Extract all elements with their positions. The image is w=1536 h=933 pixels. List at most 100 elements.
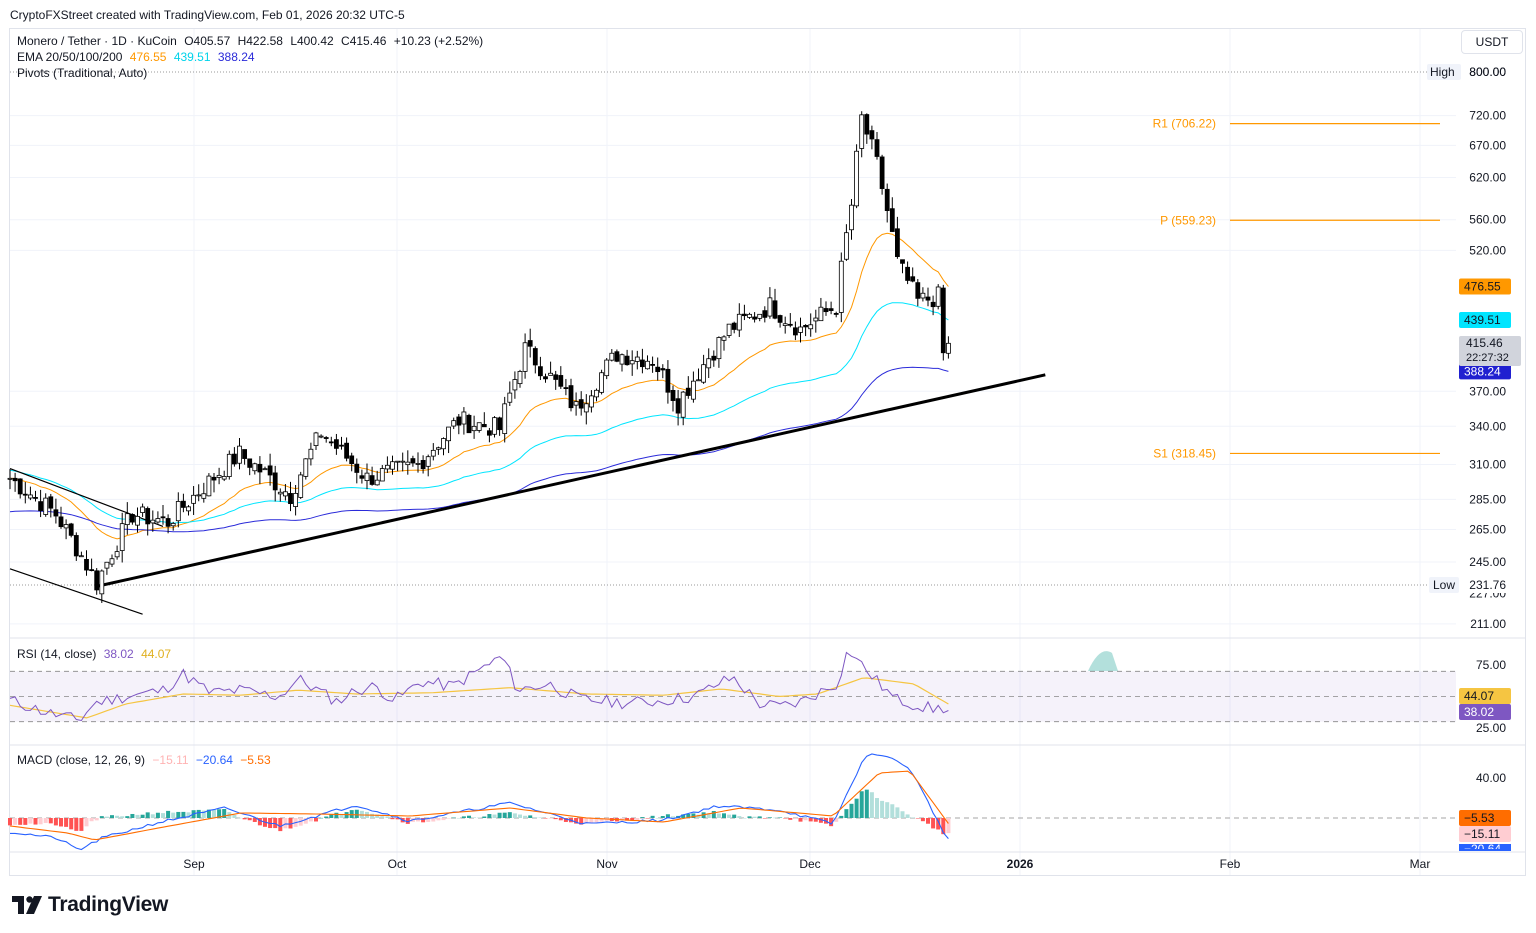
candle-body	[940, 287, 946, 354]
macd-histogram-bar	[125, 816, 130, 818]
macd-signal-value: −5.53	[240, 753, 271, 767]
macd-label[interactable]: MACD (close, 12, 26, 9)	[17, 753, 146, 767]
candle-body	[323, 437, 329, 439]
candle-body	[221, 476, 227, 480]
candle-body	[476, 422, 482, 431]
rsi-ma-badge-bg	[1459, 688, 1511, 704]
macd-histogram-bar	[727, 814, 732, 818]
macd-histogram-bar	[166, 810, 171, 818]
candle-body	[170, 523, 176, 527]
rsi-legend[interactable]: RSI (14, close) 38.02 44.07	[17, 647, 175, 661]
candle-body	[900, 259, 905, 264]
macd-histogram-bar	[43, 818, 48, 823]
macd-line-badge: −20.64	[1464, 842, 1501, 856]
macd-histogram-bar	[757, 816, 762, 818]
macd-histogram-bar	[630, 818, 635, 821]
candle-body	[354, 463, 360, 473]
candle-body	[231, 453, 237, 465]
pivots-label[interactable]: Pivots (Traditional, Auto)	[17, 66, 148, 80]
rsi-label[interactable]: RSI (14, close)	[17, 647, 97, 661]
macd-histogram-bar	[354, 809, 359, 818]
price-tick-label: 340.00	[1469, 419, 1506, 433]
candle-body	[527, 340, 533, 347]
macd-histogram-bar	[416, 818, 420, 822]
macd-histogram-bar	[543, 818, 548, 819]
macd-histogram-bar	[48, 818, 53, 824]
candle-body	[466, 414, 472, 434]
macd-histogram-bar	[711, 811, 716, 818]
candle-body	[905, 266, 910, 281]
macd-histogram-bar	[864, 789, 869, 818]
candle-body	[619, 354, 625, 365]
candle-body	[339, 444, 344, 447]
candle-body	[864, 114, 870, 135]
candle-body	[711, 355, 717, 361]
ema-legend[interactable]: EMA 20/50/100/200 476.55 439.51 388.24	[17, 50, 259, 64]
ohlc-high: H422.58	[237, 34, 283, 48]
macd-histogram-bar	[594, 818, 599, 823]
macd-histogram-bar	[808, 818, 813, 822]
macd-histogram-bar	[33, 818, 38, 825]
macd-histogram-bar	[640, 817, 645, 818]
last-price-badge: 415.46	[1466, 336, 1503, 350]
macd-histogram-bar	[110, 815, 114, 818]
macd-histogram-bar	[620, 818, 624, 820]
macd-histogram-bar	[94, 818, 99, 821]
rsi-tick-label: 75.00	[1476, 658, 1506, 672]
tradingview-logo[interactable]: TradingView	[12, 893, 168, 917]
candle-body	[415, 463, 421, 465]
low-label: Low	[1433, 578, 1455, 592]
candle-body	[73, 535, 79, 557]
macd-histogram-bar	[339, 813, 344, 818]
price-tick-label: 265.00	[1469, 523, 1506, 537]
pivots-legend[interactable]: Pivots (Traditional, Auto)	[17, 66, 151, 80]
candle-body	[43, 497, 49, 515]
symbol-title[interactable]: Monero / Tether · 1D · KuCoin	[17, 34, 177, 48]
candle-body	[624, 355, 630, 366]
macd-histogram-bar	[553, 818, 558, 820]
macd-histogram-bar	[655, 817, 660, 819]
macd-histogram-bar	[915, 818, 920, 819]
macd-histogram-bar	[461, 816, 466, 818]
candle-body	[497, 417, 503, 431]
candle-body	[155, 518, 161, 523]
candle-body	[787, 323, 793, 326]
macd-histogram-bar	[563, 818, 568, 822]
macd-histogram-bar	[548, 818, 553, 819]
candle-body	[441, 438, 446, 450]
candle-body	[165, 518, 171, 527]
macd-histogram-bar	[283, 818, 288, 829]
ema20-badge-bg	[1459, 278, 1511, 295]
macd-histogram-bar	[869, 792, 874, 818]
candle-body	[818, 306, 824, 322]
candle-body	[813, 317, 819, 322]
currency-button[interactable]: USDT	[1461, 30, 1523, 54]
macd-histogram-bar	[905, 814, 910, 818]
ema20-value: 476.55	[129, 50, 167, 64]
macd-histogram-bar	[528, 815, 533, 818]
macd-histogram-bar	[74, 818, 79, 831]
macd-histogram-bar	[839, 815, 844, 818]
macd-histogram-bar	[53, 818, 58, 826]
macd-legend[interactable]: MACD (close, 12, 26, 9) −15.11 −20.64 −5…	[17, 753, 275, 767]
price-tick-label: 310.00	[1469, 458, 1506, 472]
ema200-value: 388.24	[217, 50, 255, 64]
main-legend[interactable]: Monero / Tether · 1D · KuCoin O405.57 H4…	[17, 34, 487, 48]
candle-body	[226, 453, 232, 477]
macd-histogram-bar	[558, 818, 563, 821]
candle-body	[573, 401, 579, 406]
candle-body	[48, 496, 54, 509]
macd-histogram-bar	[946, 818, 951, 834]
ema-label[interactable]: EMA 20/50/100/200	[17, 50, 123, 64]
pivot-label: P (559.23)	[1160, 213, 1216, 227]
candle-body	[456, 416, 462, 426]
macd-histogram-bar	[308, 818, 313, 822]
macd-histogram-bar	[900, 811, 905, 818]
macd-histogram-bar	[584, 818, 589, 823]
countdown-label: 22:27:32	[1466, 352, 1509, 364]
macd-histogram-bar	[783, 818, 788, 819]
ema50-value: 439.51	[173, 50, 211, 64]
candle-body	[665, 368, 671, 393]
ema200-badge: 388.24	[1464, 364, 1501, 378]
